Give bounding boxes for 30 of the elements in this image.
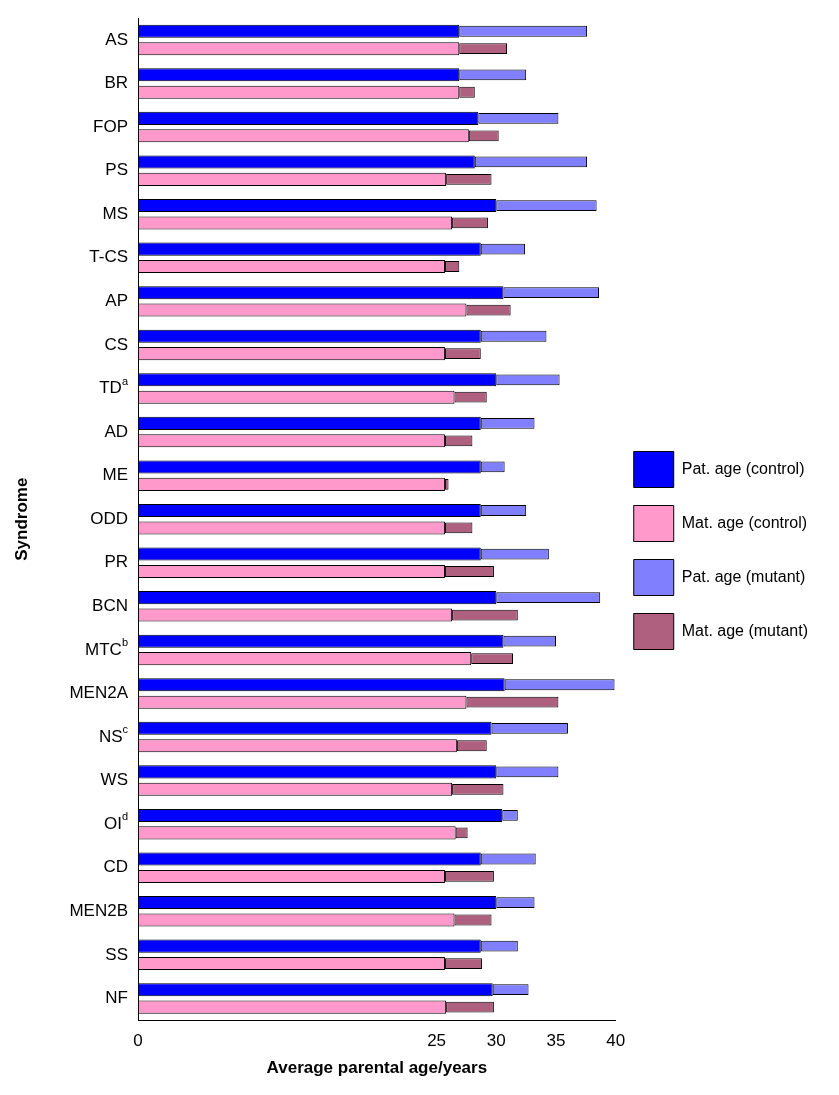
legend-label: Mat. age (mutant)	[681, 621, 809, 639]
y-tick-label: T-CS	[89, 247, 129, 267]
x-tick-label: 35	[546, 1031, 566, 1051]
y-tick-label: PR	[104, 552, 129, 572]
y-tick-label: AP	[105, 291, 129, 311]
y-tick-label: FOP	[93, 116, 129, 136]
y-tick-label: WS	[100, 770, 129, 790]
y-tick-label: SS	[105, 944, 129, 964]
y-tick-label: CS	[104, 334, 129, 354]
y-tick-label: MEN2A	[69, 683, 129, 703]
y-tick-label: MS	[102, 203, 128, 223]
x-tick-label: 0	[133, 1031, 143, 1051]
y-tick-label: AS	[105, 29, 129, 49]
y-axis-title: Syndrome	[11, 477, 31, 561]
x-axis-title: Average parental age/years	[266, 1058, 488, 1078]
x-tick-label: 40	[606, 1031, 626, 1051]
legend-label: Pat. age (mutant)	[681, 567, 806, 585]
y-tick-label: AD	[104, 421, 129, 441]
y-tick-label: NF	[105, 988, 129, 1008]
legend-label: Mat. age (control)	[681, 513, 808, 531]
y-tick-label: PS	[105, 160, 129, 180]
y-tick-label: ODD	[90, 508, 128, 528]
y-tick-label: BCN	[92, 596, 129, 616]
x-tick-label: 25	[427, 1031, 447, 1051]
legend-label: Pat. age (control)	[681, 459, 805, 477]
y-tick-label: CD	[103, 857, 129, 877]
y-tick-label: MEN2B	[69, 900, 129, 920]
y-tick-label: ME	[102, 465, 128, 485]
x-tick-label: 30	[486, 1031, 506, 1051]
y-tick-label: BR	[104, 73, 129, 93]
